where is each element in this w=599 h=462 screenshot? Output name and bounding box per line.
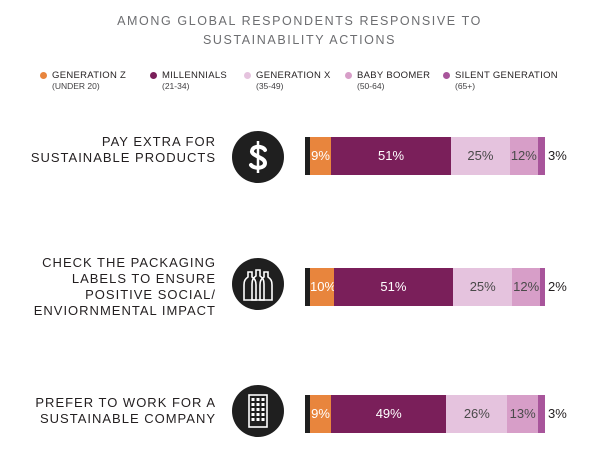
data-label-generation-x: 26% bbox=[463, 406, 490, 421]
row-label-line: LABELS TO ENSURE bbox=[71, 271, 216, 286]
row-label-prefer-work: PREFER TO WORK FOR A SUSTAINABLE COMPANY bbox=[16, 395, 216, 427]
dollar-icon bbox=[232, 131, 284, 183]
row-label-pay-extra: PAY EXTRA FOR SUSTAINABLE PRODUCTS bbox=[16, 134, 216, 166]
legend-label: GENERATION Z bbox=[52, 70, 127, 81]
bar-segment-millennials bbox=[333, 268, 454, 306]
bottles-icon bbox=[232, 258, 284, 310]
bar-segment-generation-z bbox=[310, 395, 332, 433]
bar-segment-generation-z bbox=[310, 137, 332, 175]
bar-segment-baby-boomer bbox=[512, 268, 541, 306]
bar-segment-silent-generation bbox=[540, 268, 545, 306]
chart-title: AMONG GLOBAL RESPONDENTS RESPONSIVE TO S… bbox=[0, 12, 599, 50]
legend-label: SILENT GENERATION bbox=[455, 70, 558, 81]
data-label-baby-boomer: 13% bbox=[509, 406, 536, 421]
legend-label: MILLENNIALS bbox=[162, 70, 228, 81]
bar-lead-strip bbox=[305, 137, 310, 175]
data-label-generation-z: 10% bbox=[310, 279, 337, 294]
row-label-line: PREFER TO WORK FOR A bbox=[35, 395, 216, 410]
data-label-generation-x: 25% bbox=[467, 148, 494, 163]
legend-swatch-generation-z bbox=[40, 72, 47, 79]
building-icon bbox=[232, 385, 284, 437]
data-label-silent-generation: 2% bbox=[548, 279, 567, 294]
bar-segment-millennials bbox=[331, 137, 451, 175]
legend-sublabel: (35-49) bbox=[256, 81, 284, 91]
data-label-silent-generation: 3% bbox=[548, 148, 567, 163]
bar-segment-generation-x bbox=[451, 137, 510, 175]
bar-check-packaging: 10% 51% 25% 12% bbox=[305, 268, 545, 306]
bar-segment-generation-x bbox=[453, 268, 513, 306]
row-label-check-packaging: CHECK THE PACKAGING LABELS TO ENSURE POS… bbox=[16, 255, 216, 319]
legend-label: BABY BOOMER bbox=[357, 70, 431, 81]
data-label-baby-boomer: 12% bbox=[510, 148, 537, 163]
row-label-line: CHECK THE PACKAGING bbox=[42, 255, 216, 270]
data-label-millennials: 51% bbox=[380, 279, 407, 294]
legend-swatch-baby-boomer bbox=[345, 72, 352, 79]
legend-swatch-millennials bbox=[150, 72, 157, 79]
bar-segment-generation-z bbox=[310, 268, 334, 306]
row-label-line: PAY EXTRA FOR bbox=[101, 134, 216, 149]
chart-title-line-1: AMONG GLOBAL RESPONDENTS RESPONSIVE TO bbox=[117, 14, 482, 28]
row-label-line: SUSTAINABLE COMPANY bbox=[40, 411, 216, 426]
bar-segment-generation-x bbox=[446, 395, 508, 433]
legend-swatch-generation-x bbox=[244, 72, 251, 79]
legend-sublabel: (50-64) bbox=[357, 81, 385, 91]
bar-prefer-work: 9% 49% 26% 13% bbox=[305, 395, 545, 433]
data-label-millennials: 49% bbox=[375, 406, 402, 421]
bar-segment-millennials bbox=[331, 395, 447, 433]
legend-sublabel: (21-34) bbox=[162, 81, 190, 91]
legend-sublabel: (65+) bbox=[455, 81, 476, 91]
chart-title-line-2: SUSTAINABILITY ACTIONS bbox=[202, 33, 397, 47]
row-label-line: POSITIVE SOCIAL/ bbox=[85, 287, 216, 302]
bar-segment-silent-generation bbox=[537, 137, 545, 175]
bar-segment-baby-boomer bbox=[507, 395, 538, 433]
data-label-generation-z: 9% bbox=[311, 406, 330, 421]
bar-pay-extra: 9% 51% 25% 12% bbox=[305, 137, 545, 175]
legend-sublabel: (UNDER 20) bbox=[52, 81, 100, 91]
bar-lead-strip bbox=[305, 395, 310, 433]
data-label-millennials: 51% bbox=[378, 148, 405, 163]
data-label-generation-z: 9% bbox=[311, 148, 330, 163]
bar-lead-strip bbox=[305, 268, 310, 306]
legend-swatch-silent-generation bbox=[443, 72, 450, 79]
bar-segment-baby-boomer bbox=[509, 137, 538, 175]
row-label-line: SUSTAINABLE PRODUCTS bbox=[30, 150, 216, 165]
bar-segment-silent-generation bbox=[537, 395, 545, 433]
row-label-line: ENVIORNMENTAL IMPACT bbox=[33, 303, 216, 318]
legend-label: GENERATION X bbox=[256, 70, 331, 81]
data-label-generation-x: 25% bbox=[469, 279, 496, 294]
data-label-baby-boomer: 12% bbox=[513, 279, 540, 294]
data-label-silent-generation: 3% bbox=[548, 406, 567, 421]
